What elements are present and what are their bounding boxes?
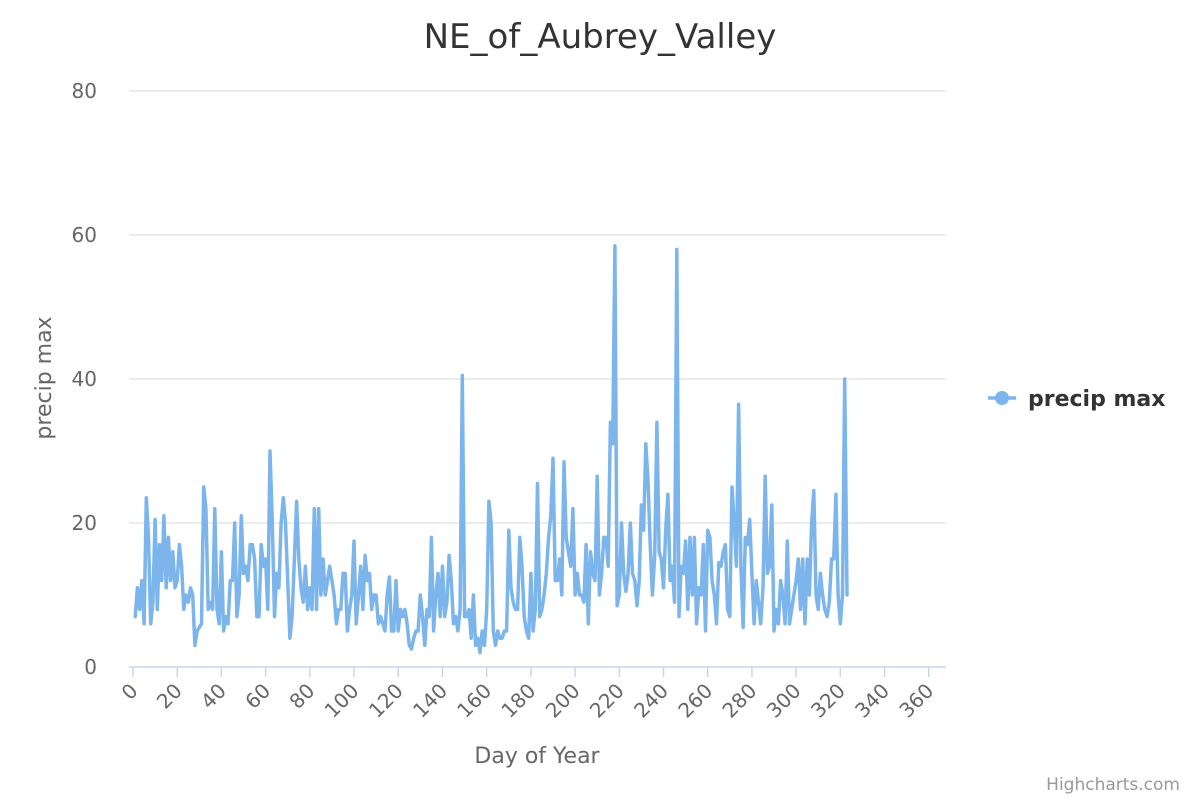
x-tick-label: 20 — [152, 679, 187, 714]
y-tick-label: 80 — [72, 79, 97, 103]
x-tick-label: 180 — [496, 679, 540, 723]
x-tick-label: 120 — [364, 679, 408, 723]
x-tick-label: 320 — [806, 679, 850, 723]
x-tick-label: 0 — [117, 679, 143, 705]
legend-label[interactable]: precip max — [1028, 387, 1165, 412]
credits-link[interactable]: Highcharts.com — [1046, 775, 1180, 795]
y-tick-label: 40 — [72, 367, 97, 391]
x-tick-label: 40 — [196, 679, 231, 714]
series-line-0[interactable] — [133, 244, 849, 655]
y-tick-label: 60 — [72, 223, 97, 247]
x-tick-label: 140 — [408, 679, 452, 723]
x-tick-label: 220 — [585, 679, 629, 723]
x-tick-label: 260 — [673, 679, 717, 723]
x-tick-label: 200 — [541, 679, 585, 723]
x-tick-label: 280 — [717, 679, 761, 723]
x-tick-label: 240 — [629, 679, 673, 723]
y-tick-label: 20 — [72, 511, 97, 535]
x-tick-label: 60 — [240, 679, 275, 714]
x-axis-title: Day of Year — [474, 744, 600, 769]
x-axis-ticks: 0 20 40 60 80 100 120 140 160 180 200 220 240 260 280 3… — [117, 667, 938, 723]
y-axis-title: precip max — [32, 316, 57, 439]
x-tick-label: 160 — [452, 679, 496, 723]
grid-lines — [129, 90, 946, 524]
chart-title: NE_of_Aubrey_Valley — [424, 17, 777, 57]
x-tick-label: 80 — [284, 679, 319, 714]
x-tick-label: 340 — [850, 679, 894, 723]
legend[interactable]: precip max — [988, 387, 1165, 412]
x-tick-label: 360 — [894, 679, 938, 723]
y-axis-ticks: 0 20 40 60 80 — [72, 79, 97, 679]
x-tick-label: 100 — [320, 679, 364, 723]
x-tick-label: 300 — [762, 679, 806, 723]
series-precip-max — [133, 244, 849, 655]
y-tick-label: 0 — [84, 655, 97, 679]
legend-marker-icon — [995, 391, 1009, 405]
